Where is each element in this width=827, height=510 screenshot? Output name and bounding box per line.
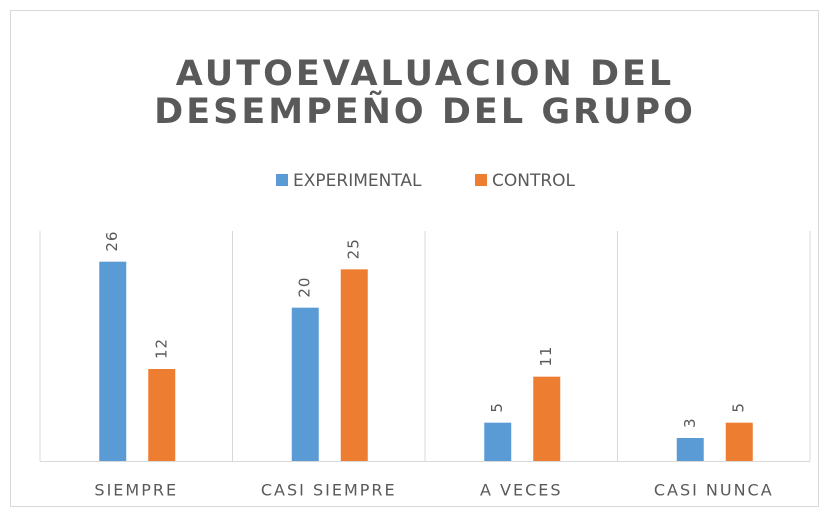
chart-title: AUTOEVALUACION DEL [176,54,674,94]
data-label: 26 [103,231,121,252]
legend-label: CONTROL [492,171,576,191]
data-label: 12 [152,338,170,359]
bar [99,261,127,461]
data-label: 3 [681,417,699,428]
data-label: 5 [730,402,748,413]
bar [484,422,512,461]
chart-frame [10,10,819,507]
bar [676,438,704,461]
data-label: 25 [345,238,363,259]
x-tick-label: CASI SIEMPRE [261,481,397,500]
data-label: 20 [296,277,314,298]
bar [291,307,319,461]
bar [340,269,368,461]
data-label: 11 [537,346,555,367]
x-tick-label: SIEMPRE [94,481,178,500]
bar [725,422,753,461]
chart-title: DESEMPEÑO DEL GRUPO [154,90,696,132]
bar [533,376,561,461]
bar [148,369,176,461]
data-label: 5 [488,402,506,413]
x-tick-label: CASI NUNCA [654,481,774,500]
legend-label: EXPERIMENTAL [293,171,422,191]
legend-swatch [475,174,487,186]
legend-swatch [276,174,288,186]
x-tick-label: A VECES [480,481,563,500]
